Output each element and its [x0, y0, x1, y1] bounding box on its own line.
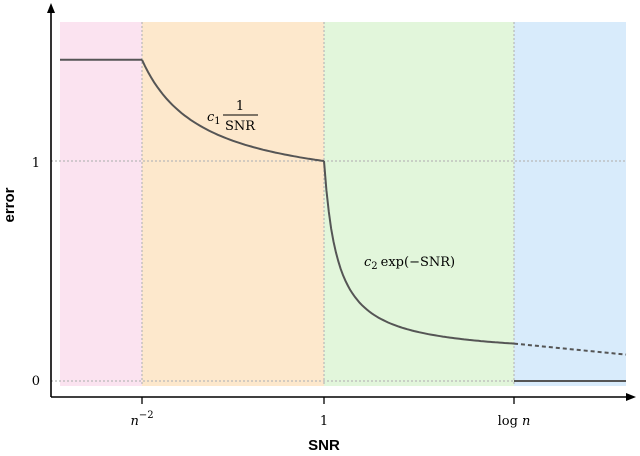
y-tick-label-1: 1	[32, 156, 40, 171]
y-axis-title: error	[1, 187, 18, 222]
regions	[60, 22, 626, 386]
series	[60, 58, 627, 382]
region-2	[324, 22, 514, 386]
series-exp-decay	[323, 160, 515, 345]
x-tick-label-one: 1	[320, 414, 328, 429]
annotation-c1-over-snr: c1 1 SNR	[207, 99, 258, 134]
y-tick-label-0: 0	[32, 374, 40, 389]
region-3	[514, 22, 626, 386]
guide-lines	[51, 22, 626, 386]
svg-text:c1: c1	[207, 110, 221, 127]
svg-text:1: 1	[236, 99, 244, 114]
series-continuation-dashed	[513, 342, 627, 356]
svg-text:SNR: SNR	[225, 119, 256, 134]
region-0	[60, 22, 142, 386]
annotation-c2-exp: c2 exp(−SNR)	[364, 255, 455, 272]
x-axis-arrow	[626, 393, 636, 401]
x-axis-title: SNR	[308, 437, 340, 454]
y-axis-arrow	[47, 3, 55, 13]
x-tick-label-n2: n−2	[130, 410, 153, 429]
series-inverse-snr	[141, 59, 325, 162]
region-1	[142, 22, 324, 386]
x-tick-label-logn: log n	[498, 414, 531, 429]
